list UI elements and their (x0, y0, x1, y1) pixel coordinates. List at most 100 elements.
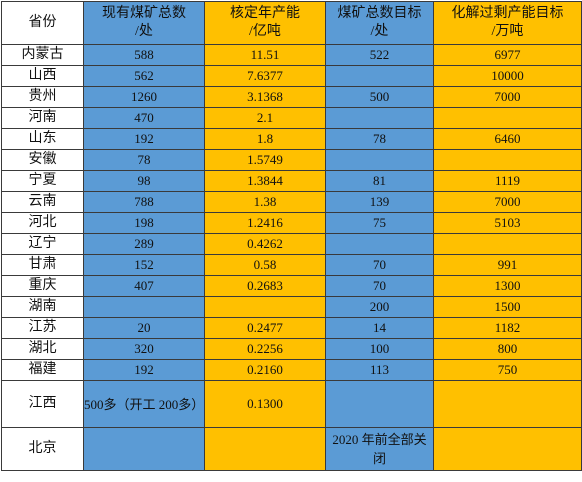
target-mines-cell (325, 65, 434, 87)
target-cut-cell: 1300 (433, 275, 582, 297)
target-mines-cell: 2020 年前全部关闭 (325, 427, 434, 471)
target-mines-cell: 70 (325, 254, 434, 276)
mines-cell (83, 427, 205, 471)
target-cut-cell: 7000 (433, 191, 582, 213)
mines-cell: 198 (83, 212, 205, 234)
province-cell: 宁夏 (1, 170, 84, 192)
capacity-cell: 1.2416 (204, 212, 326, 234)
table-row: 辽宁 289 0.4262 (1, 233, 582, 255)
province-cell: 山西 (1, 65, 84, 87)
mines-cell: 500多（开工 200多） (83, 380, 205, 428)
table-row: 福建 192 0.2160 113 750 (1, 359, 582, 381)
target-cut-cell (433, 107, 582, 129)
capacity-cell: 3.1368 (204, 86, 326, 108)
mines-cell: 192 (83, 128, 205, 150)
target-mines-cell: 78 (325, 128, 434, 150)
target-cut-cell (433, 233, 582, 255)
table-row: 河南 470 2.1 (1, 107, 582, 129)
capacity-cell: 1.38 (204, 191, 326, 213)
table-row: 宁夏 98 1.3844 81 1119 (1, 170, 582, 192)
capacity-cell: 7.6377 (204, 65, 326, 87)
target-cut-cell: 1119 (433, 170, 582, 192)
capacity-cell: 0.2477 (204, 317, 326, 339)
target-cut-cell (433, 380, 582, 428)
mines-cell: 407 (83, 275, 205, 297)
mines-cell (83, 296, 205, 318)
target-cut-cell (433, 427, 582, 471)
table-row: 安徽 78 1.5749 (1, 149, 582, 171)
table-row: 山东 192 1.8 78 6460 (1, 128, 582, 150)
mines-cell: 588 (83, 44, 205, 66)
table-row: 山西 562 7.6377 10000 (1, 65, 582, 87)
capacity-cell (204, 427, 326, 471)
mines-cell: 788 (83, 191, 205, 213)
capacity-cell (204, 296, 326, 318)
target-mines-cell (325, 380, 434, 428)
table-header-row: 省份 现有煤矿总数/处 核定年产能/亿吨 煤矿总数目标/处 化解过剩产能目标/万吨 (1, 1, 582, 45)
table-row: 甘肃 152 0.58 70 991 (1, 254, 582, 276)
province-cell: 贵州 (1, 86, 84, 108)
table-row: 江苏 20 0.2477 14 1182 (1, 317, 582, 339)
province-cell: 云南 (1, 191, 84, 213)
province-cell: 河南 (1, 107, 84, 129)
header-mines: 现有煤矿总数/处 (83, 1, 205, 45)
target-mines-cell (325, 107, 434, 129)
mines-cell: 289 (83, 233, 205, 255)
target-mines-cell (325, 233, 434, 255)
target-cut-cell: 5103 (433, 212, 582, 234)
table-row: 云南 788 1.38 139 7000 (1, 191, 582, 213)
target-cut-cell: 6977 (433, 44, 582, 66)
capacity-cell: 1.8 (204, 128, 326, 150)
target-cut-cell: 1182 (433, 317, 582, 339)
capacity-cell: 0.2683 (204, 275, 326, 297)
target-cut-cell: 10000 (433, 65, 582, 87)
table-row: 江西 500多（开工 200多） 0.1300 (1, 380, 582, 428)
province-cell: 北京 (1, 427, 84, 471)
province-cell: 内蒙古 (1, 44, 84, 66)
mines-cell: 470 (83, 107, 205, 129)
capacity-cell: 0.2256 (204, 338, 326, 360)
capacity-cell: 0.2160 (204, 359, 326, 381)
target-cut-cell: 750 (433, 359, 582, 381)
table-row: 重庆 407 0.2683 70 1300 (1, 275, 582, 297)
province-cell: 重庆 (1, 275, 84, 297)
table-row: 贵州 1260 3.1368 500 7000 (1, 86, 582, 108)
target-mines-cell: 500 (325, 86, 434, 108)
province-cell: 山东 (1, 128, 84, 150)
target-cut-cell: 6460 (433, 128, 582, 150)
capacity-cell: 1.3844 (204, 170, 326, 192)
capacity-cell: 11.51 (204, 44, 326, 66)
table-row: 内蒙古 588 11.51 522 6977 (1, 44, 582, 66)
capacity-cell: 0.1300 (204, 380, 326, 428)
target-mines-cell: 81 (325, 170, 434, 192)
province-cell: 江苏 (1, 317, 84, 339)
target-cut-cell: 991 (433, 254, 582, 276)
target-cut-cell: 7000 (433, 86, 582, 108)
coal-capacity-table: 省份 现有煤矿总数/处 核定年产能/亿吨 煤矿总数目标/处 化解过剩产能目标/万吨 内蒙古… (1, 1, 582, 471)
header-capacity: 核定年产能/亿吨 (204, 1, 326, 45)
mines-cell: 20 (83, 317, 205, 339)
province-cell: 辽宁 (1, 233, 84, 255)
province-cell: 福建 (1, 359, 84, 381)
target-mines-cell (325, 149, 434, 171)
mines-cell: 1260 (83, 86, 205, 108)
table-row: 河北 198 1.2416 75 5103 (1, 212, 582, 234)
province-cell: 河北 (1, 212, 84, 234)
mines-cell: 562 (83, 65, 205, 87)
province-cell: 甘肃 (1, 254, 84, 276)
target-mines-cell: 522 (325, 44, 434, 66)
province-cell: 湖南 (1, 296, 84, 318)
target-mines-cell: 14 (325, 317, 434, 339)
capacity-cell: 0.58 (204, 254, 326, 276)
table-row: 北京 2020 年前全部关闭 (1, 427, 582, 471)
target-mines-cell: 113 (325, 359, 434, 381)
target-mines-cell: 70 (325, 275, 434, 297)
target-mines-cell: 200 (325, 296, 434, 318)
table-row: 湖南 200 1500 (1, 296, 582, 318)
target-cut-cell (433, 149, 582, 171)
capacity-cell: 1.5749 (204, 149, 326, 171)
province-cell: 湖北 (1, 338, 84, 360)
target-mines-cell: 139 (325, 191, 434, 213)
capacity-cell: 2.1 (204, 107, 326, 129)
province-cell: 安徽 (1, 149, 84, 171)
